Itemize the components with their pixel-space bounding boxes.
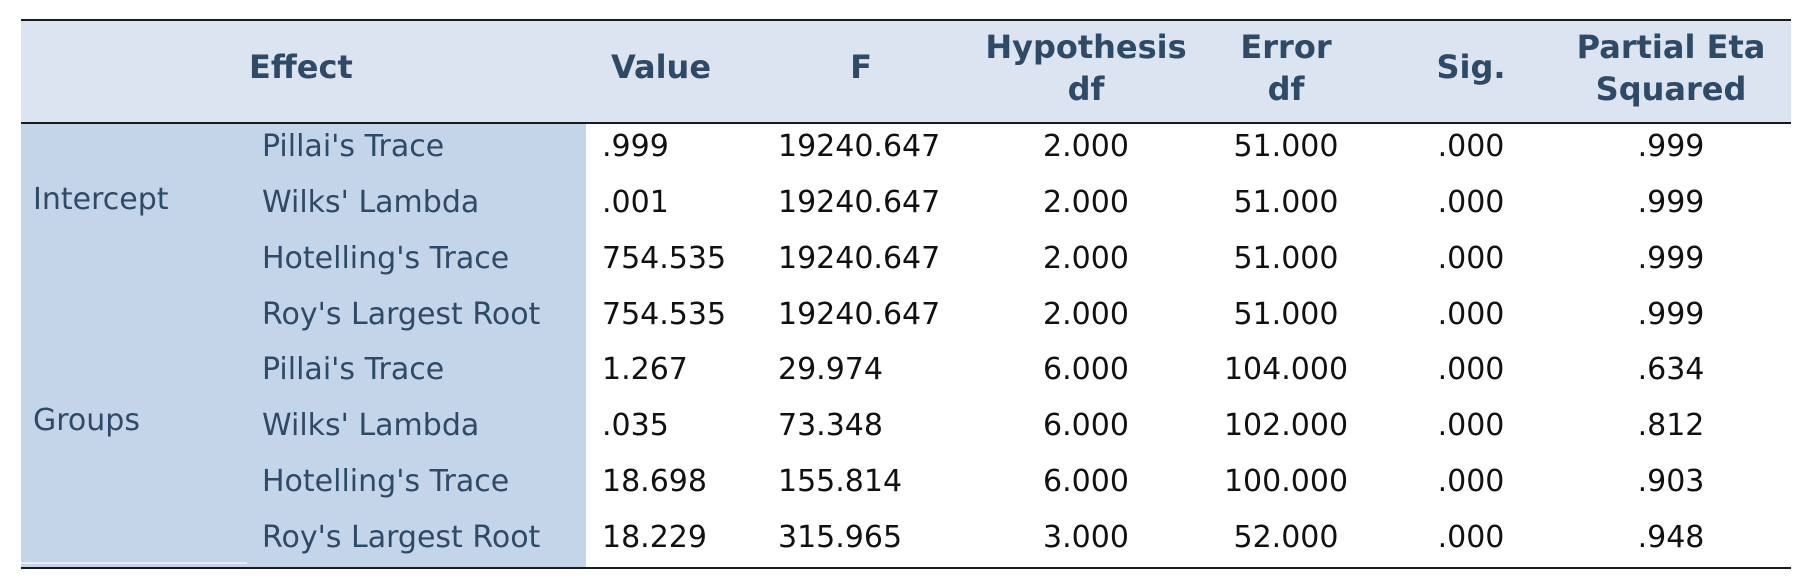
header-error-df-line1: Error [1240, 28, 1332, 66]
cell-f: 19240.647 [778, 241, 941, 276]
header-hypothesis-df-line1: Hypothesis [985, 28, 1187, 66]
header-f: F [850, 48, 872, 86]
cell-value: .999 [602, 129, 669, 164]
cell-f: 73.348 [778, 408, 883, 443]
cell-sig: .000 [1437, 520, 1505, 555]
cell-error-df: 51.000 [1233, 129, 1339, 164]
row-test-label: Wilks' Lambda [262, 185, 480, 220]
group-label-intercept: Intercept [33, 182, 169, 217]
row-test-label: Hotelling's Trace [262, 464, 510, 499]
row-header-band [21, 124, 586, 567]
cell-error-df: 51.000 [1233, 241, 1339, 276]
cell-partial-eta: .812 [1637, 408, 1705, 443]
cell-value: .001 [602, 185, 669, 220]
cell-error-df: 51.000 [1233, 185, 1339, 220]
cell-value: 754.535 [602, 241, 727, 276]
row-test-label: Pillai's Trace [262, 129, 445, 164]
header-rule [21, 122, 1791, 124]
cell-hypothesis-df: 2.000 [1043, 129, 1129, 164]
header-partial-eta-line1: Partial Eta [1576, 28, 1766, 66]
cell-f: 19240.647 [778, 129, 941, 164]
cell-hypothesis-df: 6.000 [1043, 408, 1129, 443]
cell-error-df: 52.000 [1233, 520, 1339, 555]
cell-f: 315.965 [778, 520, 903, 555]
cell-hypothesis-df: 6.000 [1043, 464, 1129, 499]
cell-partial-eta: .634 [1637, 352, 1705, 387]
cell-sig: .000 [1437, 408, 1505, 443]
cell-value: 754.535 [602, 297, 727, 332]
table-header [21, 21, 1791, 122]
header-sig: Sig. [1436, 48, 1506, 86]
group-label-groups: Groups [33, 403, 140, 438]
cell-value: 18.229 [602, 520, 707, 555]
header-partial-eta-line2: Squared [1595, 70, 1747, 108]
row-test-label: Pillai's Trace [262, 352, 445, 387]
cell-partial-eta: .999 [1637, 297, 1705, 332]
cell-f: 19240.647 [778, 297, 941, 332]
header-hypothesis-df-line2: df [1067, 70, 1105, 108]
cell-hypothesis-df: 2.000 [1043, 241, 1129, 276]
cell-hypothesis-df: 2.000 [1043, 297, 1129, 332]
row-test-label: Roy's Largest Root [262, 520, 541, 555]
cell-hypothesis-df: 6.000 [1043, 352, 1129, 387]
cell-partial-eta: .999 [1637, 241, 1705, 276]
cell-sig: .000 [1437, 185, 1505, 220]
cell-hypothesis-df: 3.000 [1043, 520, 1129, 555]
cell-sig: .000 [1437, 129, 1505, 164]
cell-error-df: 51.000 [1233, 297, 1339, 332]
cell-value: .035 [602, 408, 669, 443]
group-underline [21, 562, 247, 564]
cell-value: 18.698 [602, 464, 707, 499]
top-rule [21, 19, 1791, 21]
row-test-label: Wilks' Lambda [262, 408, 480, 443]
header-effect: Effect [249, 48, 353, 86]
cell-hypothesis-df: 2.000 [1043, 185, 1129, 220]
cell-sig: .000 [1437, 297, 1505, 332]
cell-error-df: 102.000 [1223, 408, 1349, 443]
cell-partial-eta: .903 [1637, 464, 1705, 499]
cell-partial-eta: .948 [1637, 520, 1705, 555]
cell-partial-eta: .999 [1637, 185, 1705, 220]
cell-sig: .000 [1437, 241, 1505, 276]
cell-error-df: 100.000 [1223, 464, 1349, 499]
header-value: Value [610, 48, 712, 86]
row-test-label: Hotelling's Trace [262, 241, 510, 276]
bottom-rule [21, 567, 1791, 569]
cell-f: 29.974 [778, 352, 883, 387]
row-test-label: Roy's Largest Root [262, 297, 541, 332]
cell-f: 155.814 [778, 464, 903, 499]
cell-value: 1.267 [602, 352, 688, 387]
cell-sig: .000 [1437, 464, 1505, 499]
cell-f: 19240.647 [778, 185, 941, 220]
header-error-df-line2: df [1267, 70, 1305, 108]
cell-error-df: 104.000 [1223, 352, 1349, 387]
cell-partial-eta: .999 [1637, 129, 1705, 164]
cell-sig: .000 [1437, 352, 1505, 387]
